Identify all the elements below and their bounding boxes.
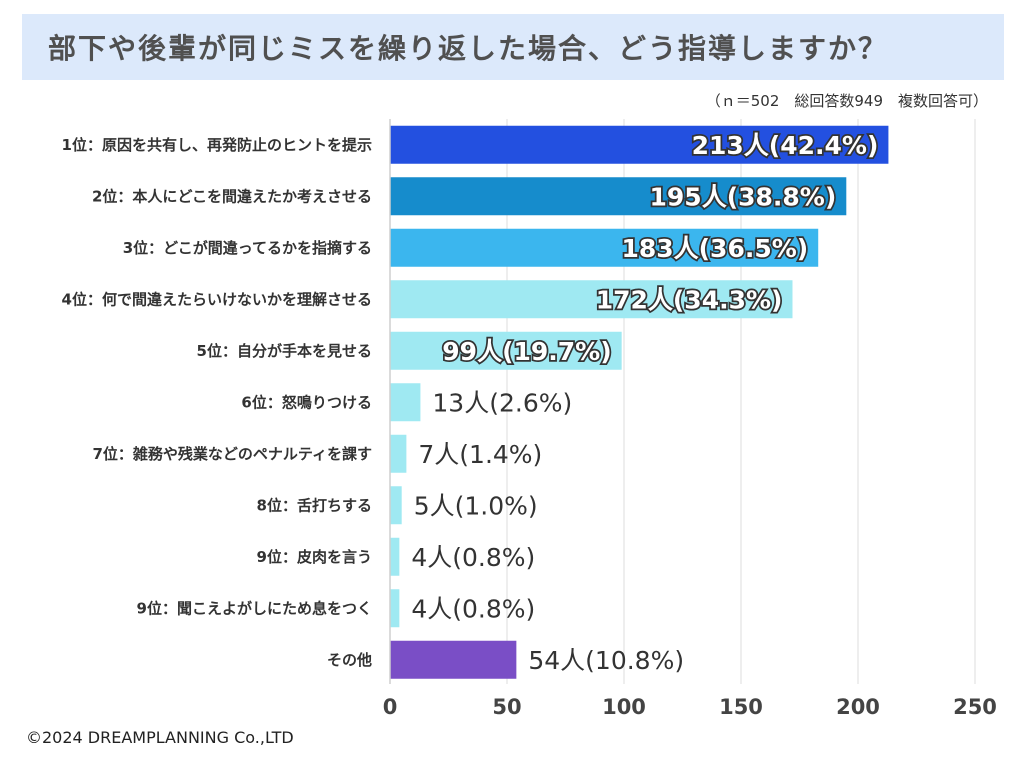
data-label: 5人(1.0%) bbox=[414, 491, 538, 520]
category-label: 7位：雑務や残業などのペナルティを課す bbox=[92, 445, 372, 463]
bar bbox=[390, 228, 819, 267]
sample-note: （ｎ＝502 総回答数949 複数回答可） bbox=[705, 92, 988, 110]
data-label: 99人(19.7%) bbox=[442, 337, 611, 366]
x-tick-label: 50 bbox=[492, 695, 521, 719]
category-label: 8位：舌打ちする bbox=[257, 496, 372, 514]
data-label: 195人(38.8%) bbox=[650, 182, 837, 211]
bar bbox=[390, 537, 400, 576]
bar bbox=[390, 383, 421, 422]
category-label: 5位：自分が手本を見せる bbox=[197, 342, 372, 360]
category-label: 9位：皮肉を言う bbox=[257, 548, 372, 566]
data-label: 172人(34.3%) bbox=[596, 285, 783, 314]
chart-title: 部下や後輩が同じミスを繰り返した場合、どう指導しますか？ bbox=[48, 32, 889, 65]
category-label: その他 bbox=[327, 651, 372, 669]
copyright: ©2024 DREAMPLANNING Co.,LTD bbox=[26, 728, 294, 747]
title-banner: 部下や後輩が同じミスを繰り返した場合、どう指導しますか？ bbox=[22, 14, 1004, 80]
bar bbox=[390, 589, 400, 628]
bar bbox=[390, 125, 889, 164]
category-label: 2位：本人にどこを間違えたか考えさせる bbox=[92, 187, 372, 205]
data-label: 13人(2.6%) bbox=[432, 388, 572, 417]
bar bbox=[390, 640, 517, 679]
data-label: 7人(1.4%) bbox=[418, 440, 542, 469]
category-label: 6位：怒鳴りつける bbox=[241, 393, 372, 411]
x-tick-label: 100 bbox=[602, 695, 646, 719]
category-label: 3位：どこが間違ってるかを指摘する bbox=[123, 239, 372, 257]
bar bbox=[390, 331, 622, 370]
category-label: 9位：聞こえよがしにため息をつく bbox=[137, 599, 372, 617]
data-label: 54人(10.8%) bbox=[528, 646, 684, 675]
data-label: 213人(42.4%) bbox=[692, 131, 879, 160]
bar bbox=[390, 486, 402, 525]
category-label: 4位：何で間違えたらいけないかを理解させる bbox=[62, 290, 372, 308]
bar bbox=[390, 177, 847, 216]
x-tick-label: 150 bbox=[719, 695, 763, 719]
data-label: 4人(0.8%) bbox=[411, 543, 535, 572]
bar bbox=[390, 280, 793, 319]
category-label: 1位：原因を共有し、再発防止のヒントを提示 bbox=[62, 136, 372, 154]
x-tick-label: 200 bbox=[836, 695, 880, 719]
data-label: 183人(36.5%) bbox=[621, 234, 808, 263]
data-label: 4人(0.8%) bbox=[411, 594, 535, 623]
x-tick-label: 0 bbox=[383, 695, 398, 719]
bar bbox=[390, 434, 407, 473]
x-tick-label: 250 bbox=[953, 695, 997, 719]
